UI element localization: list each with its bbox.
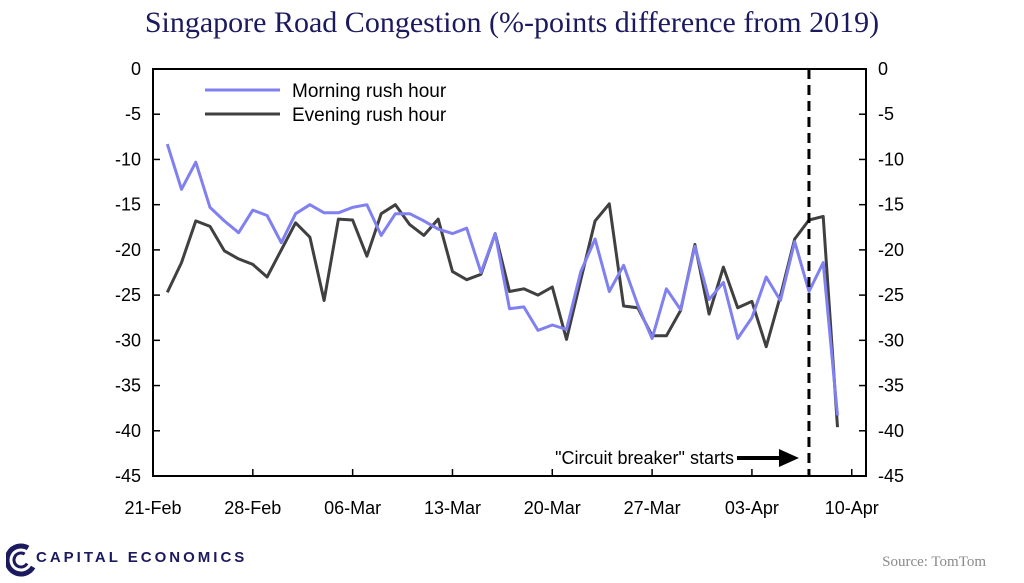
- x-tick-label: 10-Apr: [825, 498, 879, 518]
- y-tick-label-left: -10: [115, 149, 141, 169]
- source-note: Source: TomTom: [882, 554, 986, 570]
- y-tick-label-right: -35: [878, 376, 904, 396]
- x-tick-label: 28-Feb: [224, 498, 281, 518]
- circuit-breaker-annotation: "Circuit breaker" starts: [555, 448, 734, 468]
- y-tick-label-left: -15: [115, 195, 141, 215]
- y-tick-label-right: -15: [878, 195, 904, 215]
- y-tick-label-left: -20: [115, 240, 141, 260]
- x-tick-label: 21-Feb: [124, 498, 181, 518]
- company-name: CAPITAL ECONOMICS: [36, 549, 248, 566]
- y-tick-label-right: -25: [878, 285, 904, 305]
- y-tick-label-left: 0: [131, 59, 141, 79]
- y-tick-label-right: 0: [878, 59, 888, 79]
- legend: Morning rush hour Evening rush hour: [205, 81, 447, 126]
- y-tick-label-right: -45: [878, 466, 904, 486]
- series-layer: [165, 143, 839, 428]
- y-tick-label-right: -30: [878, 330, 904, 350]
- series-line-evening-rush-hour: [165, 202, 839, 428]
- capital-economics-logo-icon: [6, 543, 36, 577]
- y-tick-label-left: -40: [115, 421, 141, 441]
- y-tick-label-left: -45: [115, 466, 141, 486]
- chart-title: Singapore Road Congestion (%-points diff…: [144, 6, 880, 39]
- series-line-morning-rush-hour: [165, 143, 839, 416]
- y-tick-label-right: -40: [878, 421, 904, 441]
- legend-label: Morning rush hour: [292, 81, 447, 102]
- y-tick-label-left: -25: [115, 285, 141, 305]
- y-tick-label-left: -5: [125, 104, 141, 124]
- x-tick-label: 13-Mar: [424, 498, 481, 518]
- y-tick-label-right: -10: [878, 149, 904, 169]
- x-tick-label: 03-Apr: [725, 498, 779, 518]
- x-tick-label: 06-Mar: [324, 498, 381, 518]
- x-tick-label: 20-Mar: [524, 498, 581, 518]
- y-tick-label-right: -20: [878, 240, 904, 260]
- x-tick-label: 27-Mar: [624, 498, 681, 518]
- y-tick-label-right: -5: [878, 104, 894, 124]
- annotation-arrow-head-icon: [778, 449, 799, 467]
- plot-frame: [152, 68, 867, 477]
- legend-label: Evening rush hour: [292, 105, 447, 126]
- axes-layer: 0 0 -5 -5 -10 -10 -15 -15 -20 -20 -25 -25 -30 -30 -35 -…: [115, 59, 904, 518]
- y-tick-label-left: -30: [115, 330, 141, 350]
- y-tick-label-left: -35: [115, 376, 141, 396]
- event-layer: "Circuit breaker" starts: [555, 69, 811, 476]
